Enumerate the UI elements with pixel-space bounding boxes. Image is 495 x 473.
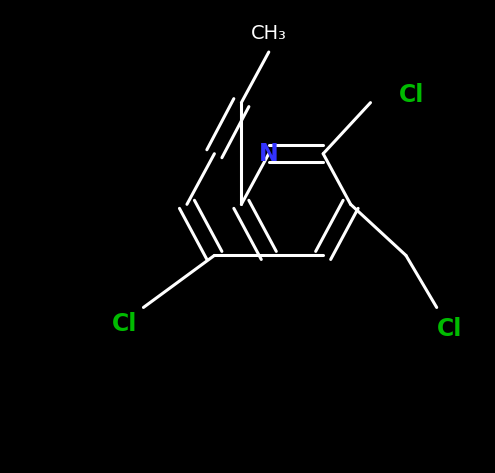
Text: Cl: Cl — [437, 317, 462, 341]
Text: Cl: Cl — [399, 83, 424, 106]
Text: Cl: Cl — [112, 312, 137, 336]
Text: N: N — [259, 142, 279, 166]
Text: CH₃: CH₃ — [251, 24, 287, 43]
